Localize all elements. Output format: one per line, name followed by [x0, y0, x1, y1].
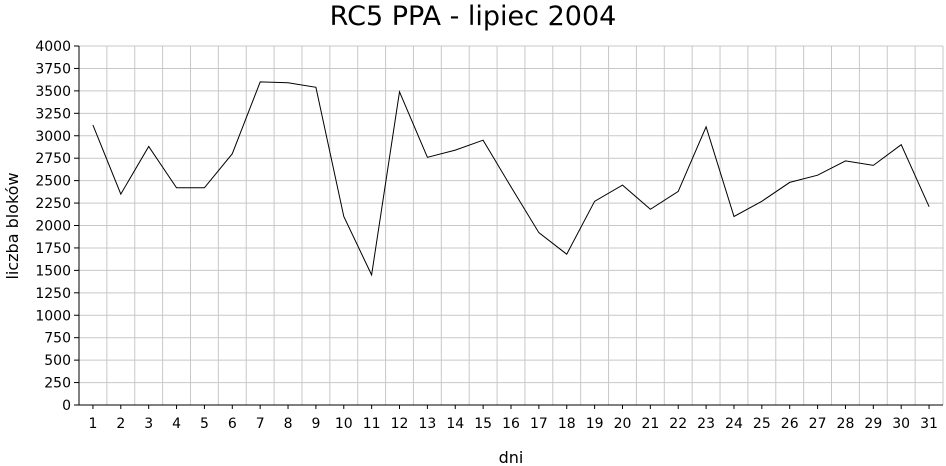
- y-axis-label: liczba bloków: [3, 172, 22, 279]
- y-tick-label: 1000: [35, 308, 71, 324]
- y-tick-label: 2750: [35, 151, 71, 167]
- y-tick-label: 3750: [35, 61, 71, 77]
- x-tick-label: 13: [418, 416, 436, 432]
- x-tick-label: 10: [335, 416, 353, 432]
- y-tick-label: 3000: [35, 129, 71, 145]
- y-tick-label: 750: [44, 331, 71, 347]
- x-tick-label: 7: [256, 416, 265, 432]
- y-tick-label: 4000: [35, 39, 71, 55]
- x-tick-label: 2: [116, 416, 125, 432]
- x-tick-label: 22: [669, 416, 687, 432]
- x-tick-label: 25: [753, 416, 771, 432]
- y-tick-label: 1250: [35, 286, 71, 302]
- x-tick-label: 9: [311, 416, 320, 432]
- x-tick-label: 21: [641, 416, 659, 432]
- y-tick-labels: 0 250 500 750 1000 1250 1500 1750 2000 2250 2500 27…: [35, 39, 71, 414]
- x-tick-label: 12: [391, 416, 409, 432]
- x-tick-label: 11: [363, 416, 381, 432]
- x-tick-label: 8: [284, 416, 293, 432]
- x-tick-label: 6: [228, 416, 237, 432]
- x-tick-label: 19: [586, 416, 604, 432]
- x-tick-label: 16: [502, 416, 520, 432]
- x-tick-labels: 1 2 3 4 5 6 7 8 9 10 11 12 13 14 15 16 17 18 19 20 21 22 23 24 2…: [88, 416, 938, 432]
- x-tick-label: 4: [172, 416, 181, 432]
- x-tick-label: 3: [144, 416, 153, 432]
- x-tick-label: 27: [809, 416, 827, 432]
- x-tick-label: 26: [781, 416, 799, 432]
- y-tick-label: 250: [44, 376, 71, 392]
- x-tick-label: 15: [474, 416, 492, 432]
- x-tick-label: 5: [200, 416, 209, 432]
- x-tick-label: 24: [725, 416, 743, 432]
- y-tick-label: 2000: [35, 219, 71, 235]
- y-tick-label: 3500: [35, 84, 71, 100]
- chart-title: RC5 PPA - lipiec 2004: [329, 1, 617, 32]
- x-tick-label: 1: [88, 416, 97, 432]
- y-tick-label: 1750: [35, 241, 71, 257]
- x-tick-label: 30: [892, 416, 910, 432]
- y-tick-label: 2500: [35, 174, 71, 190]
- series-layer: [92, 81, 930, 277]
- x-tick-label: 31: [920, 416, 938, 432]
- x-tick-label: 18: [558, 416, 576, 432]
- grid-lines: [79, 45, 944, 405]
- x-tick-label: 29: [864, 416, 882, 432]
- y-tick-label: 1500: [35, 263, 71, 279]
- axes: [74, 45, 943, 409]
- y-tick-label: 500: [44, 353, 71, 369]
- x-tick-label: 23: [697, 416, 715, 432]
- y-tick-label: 0: [62, 398, 71, 414]
- x-axis-label: dni: [499, 448, 524, 466]
- y-tick-label: 2250: [35, 196, 71, 212]
- x-tick-label: 17: [530, 416, 548, 432]
- x-tick-label: 28: [837, 416, 855, 432]
- x-tick-label: 20: [614, 416, 632, 432]
- y-tick-label: 3250: [35, 106, 71, 122]
- x-tick-label: 14: [446, 416, 464, 432]
